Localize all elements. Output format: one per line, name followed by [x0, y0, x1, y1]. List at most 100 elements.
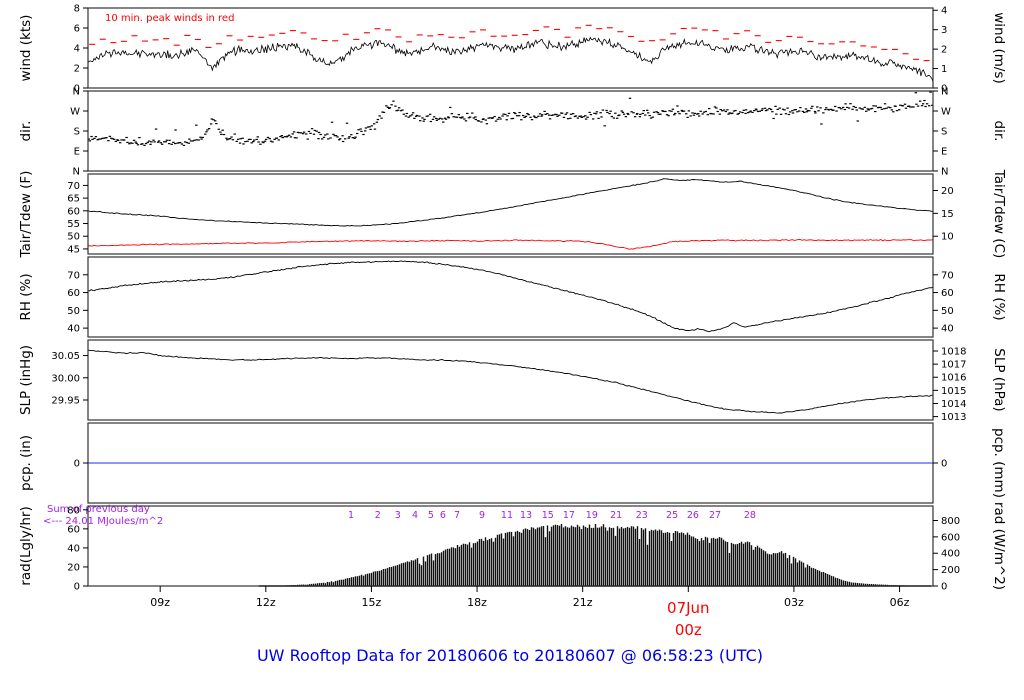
panel-slp: 29.95 30.00 30.05 1013 1014 1015 1016 1017 1018 S…: [18, 339, 1007, 423]
svg-text:25: 25: [666, 510, 678, 521]
svg-text:03z: 03z: [784, 596, 804, 609]
ylabel-left-wind: wind (kts): [18, 15, 34, 82]
svg-text:50: 50: [941, 306, 954, 317]
svg-text:N: N: [941, 167, 948, 178]
peak-winds-note: 10 min. peak winds in red: [105, 13, 234, 24]
svg-text:1017: 1017: [941, 360, 966, 371]
svg-text:30.00: 30.00: [51, 373, 80, 384]
svg-text:4: 4: [412, 510, 418, 521]
svg-text:W: W: [70, 107, 80, 118]
panel-rh: 40 50 60 70 40 50 60 70 RH (%) RH (%): [18, 256, 1007, 338]
svg-text:0: 0: [941, 582, 947, 593]
panel-pcp: 0 0 pcp. (in) pcp. (mm): [18, 422, 1007, 504]
svg-text:65: 65: [67, 194, 80, 205]
svg-text:06z: 06z: [890, 596, 910, 609]
svg-text:6: 6: [74, 24, 80, 35]
svg-text:15: 15: [542, 510, 554, 521]
svg-text:40: 40: [67, 543, 80, 554]
svg-text:70: 70: [67, 181, 80, 192]
ylabel-right-rad: rad (W/m^2): [991, 502, 1007, 590]
ylabel-left-slp: SLP (inHg): [18, 345, 34, 415]
svg-text:50: 50: [67, 232, 80, 243]
svg-text:N: N: [73, 87, 80, 98]
svg-text:800: 800: [941, 516, 960, 527]
plot-title: UW Rooftop Data for 20180606 to 20180607…: [256, 646, 764, 665]
svg-text:8: 8: [74, 4, 80, 15]
svg-text:4: 4: [941, 6, 947, 17]
ylabel-left-rad: rad(Lgly/hr): [18, 506, 34, 585]
ylabel-left-pcp: pcp. (in): [18, 435, 34, 491]
svg-text:12z: 12z: [256, 596, 276, 609]
svg-text:1: 1: [941, 64, 947, 75]
svg-text:W: W: [941, 107, 951, 118]
svg-text:11: 11: [501, 510, 513, 521]
svg-text:0: 0: [941, 84, 947, 95]
svg-text:5: 5: [428, 510, 434, 521]
svg-text:29.95: 29.95: [51, 396, 80, 407]
svg-text:S: S: [74, 127, 80, 138]
svg-text:20: 20: [941, 186, 954, 197]
svg-text:1016: 1016: [941, 373, 966, 384]
svg-text:40: 40: [67, 324, 80, 335]
svg-text:1015: 1015: [941, 386, 966, 397]
svg-text:600: 600: [941, 532, 960, 543]
svg-text:4: 4: [74, 44, 80, 55]
svg-text:N: N: [941, 87, 948, 98]
svg-text:2: 2: [375, 510, 381, 521]
svg-text:10: 10: [941, 232, 954, 243]
date-label: 07Jun: [667, 599, 710, 617]
svg-text:7: 7: [454, 510, 460, 521]
svg-text:28: 28: [744, 510, 756, 521]
ylabel-left-dir: dir.: [18, 121, 34, 142]
rad-sum-value: <--- 24.01 MJoules/m^2: [43, 516, 163, 527]
x-axis: 09z 12z 15z 18z 21z 03z 06z 07Jun 00z: [150, 586, 910, 639]
svg-text:E: E: [941, 147, 947, 158]
svg-text:13: 13: [520, 510, 532, 521]
svg-text:17: 17: [563, 510, 575, 521]
ylabel-left-rh: RH (%): [18, 273, 34, 320]
svg-text:18z: 18z: [467, 596, 487, 609]
svg-text:23: 23: [636, 510, 648, 521]
svg-text:N: N: [73, 167, 80, 178]
svg-text:09z: 09z: [150, 596, 170, 609]
svg-text:70: 70: [941, 270, 954, 281]
svg-text:0: 0: [941, 459, 947, 470]
svg-text:40: 40: [941, 324, 954, 335]
svg-text:1018: 1018: [941, 347, 966, 358]
svg-text:30.05: 30.05: [51, 351, 80, 362]
date-label-hour: 00z: [675, 621, 702, 639]
ylabel-right-temp: Tair/Tdew (C): [991, 169, 1007, 259]
svg-text:45: 45: [67, 244, 80, 255]
svg-text:20: 20: [67, 562, 80, 573]
svg-text:27: 27: [709, 510, 721, 521]
svg-text:S: S: [941, 127, 947, 138]
svg-text:0: 0: [74, 582, 80, 593]
svg-text:1014: 1014: [941, 399, 966, 410]
svg-text:2: 2: [74, 64, 80, 75]
ylabel-right-dir: dir.: [991, 121, 1007, 142]
svg-text:70: 70: [67, 270, 80, 281]
svg-text:6: 6: [440, 510, 446, 521]
svg-text:1013: 1013: [941, 412, 966, 423]
svg-text:15z: 15z: [362, 596, 382, 609]
svg-text:55: 55: [67, 219, 80, 230]
ylabel-right-wind: wind (m/s): [991, 12, 1007, 83]
rad-sum-label: Sum of previous day: [47, 504, 150, 515]
svg-text:9: 9: [479, 510, 485, 521]
ylabel-right-rh: RH (%): [991, 273, 1007, 320]
svg-text:3: 3: [941, 25, 947, 36]
svg-text:3: 3: [395, 510, 401, 521]
svg-text:200: 200: [941, 565, 960, 576]
svg-text:60: 60: [67, 524, 80, 535]
svg-text:E: E: [74, 147, 80, 158]
svg-text:19: 19: [586, 510, 598, 521]
ylabel-right-slp: SLP (hPa): [991, 348, 1007, 411]
svg-text:0: 0: [74, 459, 80, 470]
svg-text:50: 50: [67, 306, 80, 317]
meteogram-plot: 10 min. peak winds in red0246801234wind …: [18, 4, 1007, 640]
svg-text:26: 26: [687, 510, 699, 521]
panel-wind: 10 min. peak winds in red 0 2 4 6 8 0 1 2 3 4 wind …: [18, 4, 1007, 95]
svg-text:60: 60: [67, 288, 80, 299]
